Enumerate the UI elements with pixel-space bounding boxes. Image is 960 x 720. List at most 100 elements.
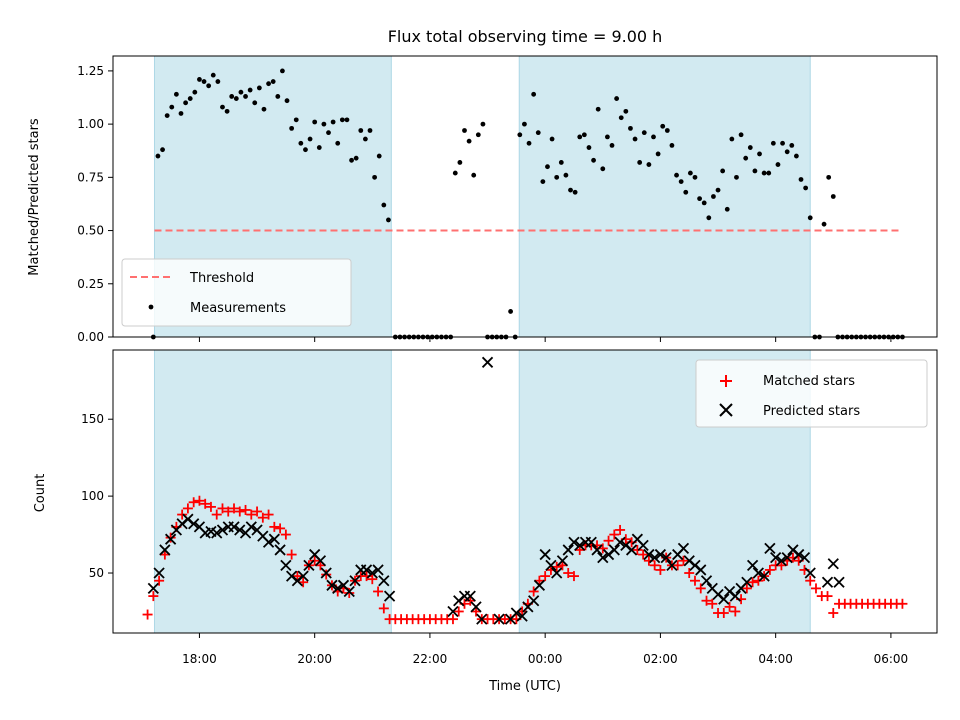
measurement-point <box>321 122 326 127</box>
measurement-point <box>275 94 280 99</box>
measurement-point <box>271 79 276 84</box>
measurement-point <box>628 126 633 131</box>
measurement-point <box>780 141 785 146</box>
measurement-point <box>591 158 596 163</box>
measurement-point <box>377 154 382 159</box>
chart-title: Flux total observing time = 9.00 h <box>388 27 663 46</box>
x-axis-label: Time (UTC) <box>488 679 561 694</box>
measurement-point <box>748 145 753 150</box>
measurement-point <box>481 122 486 127</box>
measurement-point <box>215 79 220 84</box>
measurement-point <box>358 128 363 133</box>
top-y-tick-label: 1.25 <box>77 64 104 78</box>
measurement-point <box>453 171 458 176</box>
measurement-point <box>739 132 744 137</box>
top-y-tick-label: 0.00 <box>77 330 104 344</box>
bottom-x-tick-label: 20:00 <box>297 652 332 666</box>
bottom-legend: Matched stars Predicted stars <box>696 360 927 427</box>
measurement-point <box>776 162 781 167</box>
measurement-point <box>554 175 559 180</box>
measurement-point <box>197 77 202 82</box>
measurement-point <box>280 69 285 74</box>
measurement-point <box>794 154 799 159</box>
measurement-point <box>637 160 642 165</box>
measurement-point <box>289 126 294 131</box>
measurement-point <box>308 137 313 142</box>
measurement-point <box>462 128 467 133</box>
measurement-point <box>476 132 481 137</box>
measurement-point <box>697 196 702 201</box>
measurement-point <box>587 145 592 150</box>
measurement-point <box>706 215 711 220</box>
measurement-point <box>156 154 161 159</box>
measurement-point <box>753 169 758 174</box>
measurement-point <box>317 145 322 150</box>
measurement-point <box>331 120 336 125</box>
measurement-point <box>642 130 647 135</box>
measurement-point <box>354 156 359 161</box>
measurement-point <box>826 175 831 180</box>
measurement-point <box>239 90 244 95</box>
measurement-point <box>540 179 545 184</box>
measurement-point <box>252 100 257 105</box>
measurement-point <box>605 134 610 139</box>
measurement-point <box>559 160 564 165</box>
measurement-point <box>192 90 197 95</box>
measurement-point <box>623 109 628 114</box>
measurement-point <box>688 171 693 176</box>
bottom-y-tick-label: 100 <box>81 489 104 503</box>
measurement-point <box>693 175 698 180</box>
measurement-point <box>229 94 234 99</box>
measurement-point <box>674 173 679 178</box>
measurement-point <box>169 105 174 110</box>
measurement-point <box>679 179 684 184</box>
measurement-point <box>822 222 827 227</box>
measurement-point <box>294 117 299 122</box>
measurement-point <box>550 137 555 142</box>
measurement-point <box>363 137 368 142</box>
measurement-point <box>345 117 350 122</box>
measurement-point <box>349 158 354 163</box>
bottom-y-tick-label: 150 <box>81 412 104 426</box>
measurement-point <box>651 134 656 139</box>
bottom-x-tick-label: 02:00 <box>643 652 678 666</box>
shaded-interval-1 <box>519 56 810 337</box>
legend-matched-label: Matched stars <box>763 374 855 389</box>
measurement-point <box>536 130 541 135</box>
measurement-point <box>716 188 721 193</box>
legend-measurements-label: Measurements <box>190 301 286 316</box>
measurement-point <box>234 96 239 101</box>
bottom-y-axis-label: Count <box>33 474 48 513</box>
measurement-point <box>312 120 317 125</box>
measurement-point <box>683 190 688 195</box>
shaded-interval-0 <box>154 350 391 633</box>
measurement-point <box>179 111 184 116</box>
measurement-point <box>670 143 675 148</box>
measurement-point <box>457 160 462 165</box>
measurement-point <box>243 94 248 99</box>
measurement-point <box>743 156 748 161</box>
legend-measurements-swatch <box>149 305 154 310</box>
measurement-point <box>531 92 536 97</box>
bottom-x-tick-label: 00:00 <box>528 652 563 666</box>
measurement-point <box>789 143 794 148</box>
measurement-point <box>160 147 165 152</box>
measurement-point <box>188 96 193 101</box>
top-y-tick-label: 0.75 <box>77 170 104 184</box>
measurement-point <box>262 107 267 112</box>
bottom-x-tick-label: 06:00 <box>874 652 909 666</box>
measurement-point <box>757 152 762 157</box>
measurement-point <box>372 175 377 180</box>
measurement-point <box>527 141 532 146</box>
measurement-point <box>508 309 513 314</box>
measurement-point <box>298 141 303 146</box>
measurement-point <box>257 86 262 91</box>
measurement-point <box>381 203 386 208</box>
measurement-point <box>803 186 808 191</box>
measurement-point <box>785 149 790 154</box>
measurement-point <box>202 79 207 84</box>
figure: Flux total observing time = 9.00 h 0.00 0… <box>0 0 960 720</box>
measurement-point <box>517 132 522 137</box>
measurement-point <box>386 218 391 223</box>
measurement-point <box>610 143 615 148</box>
